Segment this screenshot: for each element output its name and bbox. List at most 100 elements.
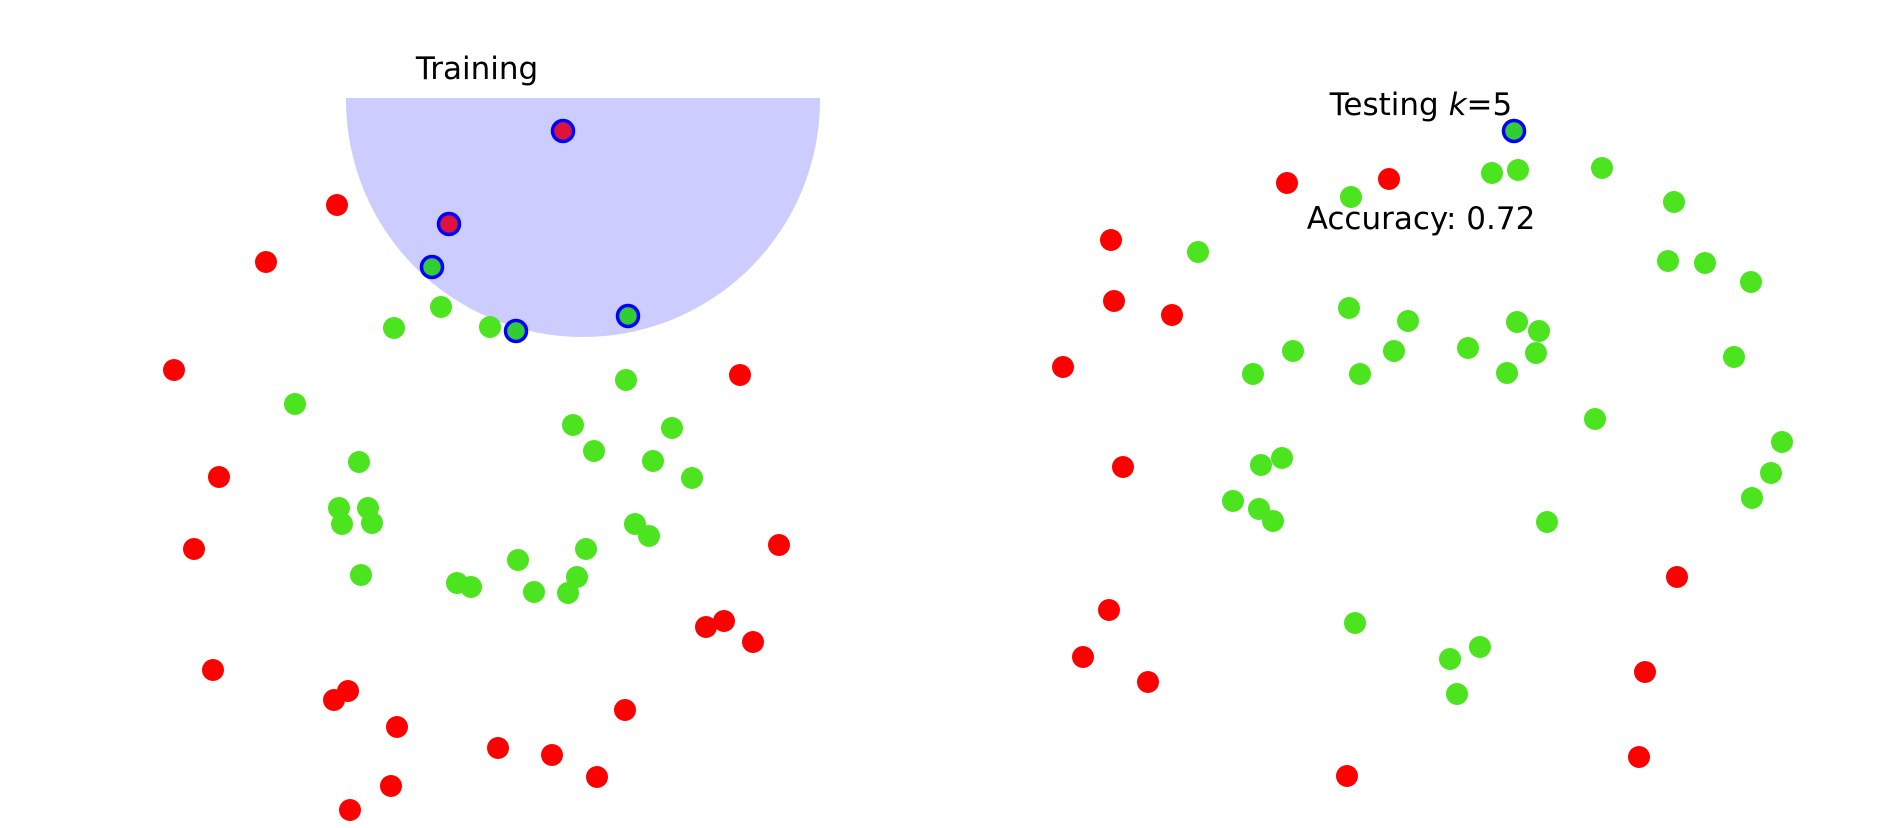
- testing-green-point: [1496, 362, 1518, 384]
- testing-green-point: [1506, 311, 1528, 333]
- training-green-point: [583, 440, 605, 462]
- testing-green-point: [1187, 241, 1209, 263]
- training-green-point: [642, 450, 664, 472]
- training-red-point: [541, 744, 563, 766]
- testing-red-point: [1072, 646, 1094, 668]
- testing-green-point: [1439, 648, 1461, 670]
- testing-green-point: [1250, 454, 1272, 476]
- testing-red-point: [1098, 599, 1120, 621]
- testing-red-point: [1634, 661, 1656, 683]
- training-red-point: [768, 534, 790, 556]
- training-red-point: [386, 716, 408, 738]
- testing-green-point: [1383, 340, 1405, 362]
- right-title-accuracy: Accuracy: 0.72: [1306, 201, 1536, 237]
- testing-green-point: [1536, 511, 1558, 533]
- neighbor-green-point: [503, 318, 529, 344]
- training-green-point: [479, 316, 501, 338]
- training-red-point: [713, 610, 735, 632]
- training-green-point: [430, 296, 452, 318]
- training-red-point: [202, 659, 224, 681]
- training-green-point: [566, 566, 588, 588]
- training-green-point: [557, 582, 579, 604]
- testing-red-point: [1666, 566, 1688, 588]
- training-red-point: [326, 194, 348, 216]
- training-green-point: [383, 317, 405, 339]
- neighbor-green-point: [419, 254, 445, 280]
- training-green-point: [638, 525, 660, 547]
- testing-green-point: [1591, 157, 1613, 179]
- training-red-point: [208, 466, 230, 488]
- testing-green-point: [1694, 252, 1716, 274]
- testing-green-point: [1481, 162, 1503, 184]
- testing-red-point: [1161, 304, 1183, 326]
- testing-red-point: [1336, 765, 1358, 787]
- testing-green-point: [1340, 186, 1362, 208]
- testing-green-point: [1525, 342, 1547, 364]
- training-green-point: [331, 513, 353, 535]
- neighbor-green-point: [615, 303, 641, 329]
- testing-green-point: [1528, 320, 1550, 342]
- neighborhood-region: [346, 98, 820, 337]
- training-green-point: [507, 549, 529, 571]
- testing-green-point: [1584, 408, 1606, 430]
- training-red-point: [614, 699, 636, 721]
- testing-red-point: [1378, 168, 1400, 190]
- right-title-post: =5: [1466, 87, 1513, 123]
- testing-green-point: [1663, 191, 1685, 213]
- testing-green-point: [1271, 447, 1293, 469]
- neighbor-red-point: [550, 118, 576, 144]
- testing-green-point: [1760, 462, 1782, 484]
- right-title-pre: Testing: [1329, 87, 1449, 123]
- testing-green-point: [1222, 490, 1244, 512]
- testing-green-point: [1457, 337, 1479, 359]
- testing-green-point: [1338, 297, 1360, 319]
- testing-red-point: [1103, 290, 1125, 312]
- right-title-line1: Testing k=5: [1307, 86, 1536, 124]
- testing-green-point: [1723, 346, 1745, 368]
- testing-red-point: [1112, 456, 1134, 478]
- testing-green-point: [1282, 340, 1304, 362]
- training-green-point: [460, 576, 482, 598]
- training-green-point: [348, 451, 370, 473]
- training-green-point: [575, 538, 597, 560]
- testing-green-point: [1262, 510, 1284, 532]
- testing-red-point: [1137, 671, 1159, 693]
- testing-green-point: [1740, 271, 1762, 293]
- training-red-point: [183, 538, 205, 560]
- testing-highlighted-green-point: [1501, 118, 1527, 144]
- training-green-point: [681, 467, 703, 489]
- training-green-point: [361, 512, 383, 534]
- testing-green-point: [1771, 431, 1793, 453]
- testing-red-point: [1628, 746, 1650, 768]
- training-red-point: [163, 359, 185, 381]
- training-red-point: [380, 775, 402, 797]
- testing-green-point: [1507, 159, 1529, 181]
- training-green-point: [350, 564, 372, 586]
- right-title-k: k: [1448, 87, 1467, 123]
- training-red-point: [729, 364, 751, 386]
- training-green-point: [523, 581, 545, 603]
- right-plot-title: Testing k=5 Accuracy: 0.72: [1307, 10, 1536, 314]
- training-green-point: [615, 369, 637, 391]
- testing-green-point: [1469, 636, 1491, 658]
- training-red-point: [586, 766, 608, 788]
- testing-green-point: [1446, 683, 1468, 705]
- training-red-point: [695, 616, 717, 638]
- testing-green-point: [1242, 363, 1264, 385]
- neighbor-red-point: [436, 211, 462, 237]
- training-green-point: [661, 417, 683, 439]
- testing-green-point: [1741, 487, 1763, 509]
- training-red-point: [487, 737, 509, 759]
- training-red-point: [742, 631, 764, 653]
- testing-green-point: [1344, 612, 1366, 634]
- training-green-point: [562, 414, 584, 436]
- testing-green-point: [1657, 250, 1679, 272]
- testing-green-point: [1397, 310, 1419, 332]
- testing-red-point: [1100, 229, 1122, 251]
- training-green-point: [284, 393, 306, 415]
- testing-red-point: [1052, 356, 1074, 378]
- testing-green-point: [1349, 363, 1371, 385]
- testing-red-point: [1276, 172, 1298, 194]
